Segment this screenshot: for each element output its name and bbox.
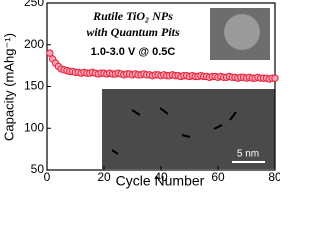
arrow [159, 107, 169, 115]
chart: 5 nm Rutile TiO₂ NPs with Quantum Pits 1… [1, 0, 280, 189]
particle [224, 14, 260, 50]
x-tick-label: 60 [211, 170, 225, 184]
annotation: Rutile TiO₂ NPs [92, 9, 173, 23]
arrow [131, 109, 141, 116]
arrows [111, 107, 237, 155]
data-point [46, 49, 54, 57]
arrow [213, 124, 223, 130]
insets [102, 8, 275, 169]
annotation: 1.0-3.0 V @ 0.5C [91, 46, 176, 58]
data-point [271, 74, 279, 82]
annotation: with Quantum Pits [86, 25, 180, 39]
y-axis-title: Capacity (mAhg⁻¹) [1, 33, 16, 141]
y-tick-label: 250 [24, 0, 44, 9]
tem-inset-large [102, 89, 275, 169]
y-tick-label: 200 [24, 37, 44, 51]
x-tick-label: 40 [154, 170, 168, 184]
x-tick-label: 20 [97, 170, 111, 184]
arrow [181, 134, 191, 138]
x-axis-title: Cycle Number [116, 173, 205, 189]
y-tick-label: 150 [24, 79, 44, 93]
x-tick-label: 80 [268, 170, 280, 184]
scale-label: 5 nm [237, 149, 259, 160]
y-tick-label: 50 [31, 162, 45, 176]
arrow [111, 149, 119, 155]
x-tick-label: 0 [44, 170, 51, 184]
arrow [229, 111, 237, 121]
y-tick-label: 100 [24, 120, 44, 134]
